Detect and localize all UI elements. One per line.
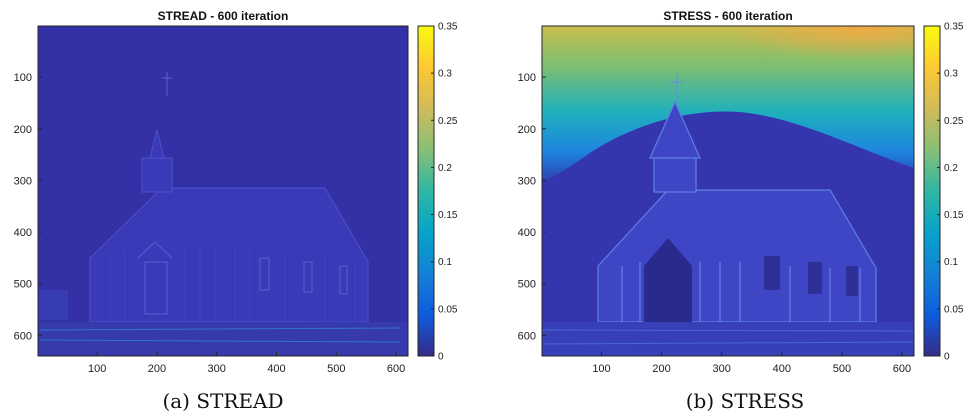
panel-b-axes-frame <box>541 25 915 357</box>
y-tick-label: 300 <box>14 175 32 187</box>
y-tick-label: 100 <box>518 72 536 84</box>
x-tick-label: 200 <box>652 363 670 375</box>
y-tick-label: 200 <box>14 124 32 136</box>
colorbar-tick-label: 0.3 <box>944 69 958 80</box>
y-tick-label: 400 <box>14 227 32 239</box>
x-tick-label: 300 <box>713 363 731 375</box>
colorbar-tick-label: 0 <box>944 352 950 363</box>
x-tick-label: 600 <box>387 363 405 375</box>
colorbar-tick-label: 0.2 <box>944 163 958 174</box>
colorbar-tick-label: 0 <box>438 352 444 363</box>
colorbar-tick-label: 0.15 <box>438 210 458 221</box>
panel-b-x-ticks: 100 200 300 400 500 600 <box>592 352 911 375</box>
x-tick-label: 400 <box>773 363 791 375</box>
panel-b-y-ticks: 100 200 300 400 500 600 <box>518 72 546 342</box>
panel-a-colorbar-ticks: 0 0.05 0.1 0.15 0.2 0.25 0.3 0.35 <box>431 22 458 363</box>
panel-a-caption: (a) STREAD <box>162 389 283 413</box>
panel-a-x-ticks: 100 200 300 400 500 600 <box>88 352 405 375</box>
y-tick-label: 500 <box>518 279 536 291</box>
panel-b: STRESS - 600 iteration <box>518 9 964 413</box>
panel-b-colorbar: 0 0.05 0.1 0.15 0.2 0.25 0.3 0.35 <box>923 22 964 363</box>
x-tick-label: 500 <box>327 363 345 375</box>
panel-b-title: STRESS - 600 iteration <box>663 9 792 23</box>
colorbar-tick-label: 0.1 <box>944 257 958 268</box>
colorbar-tick-label: 0.1 <box>438 257 452 268</box>
colorbar-tick-label: 0.25 <box>944 116 964 127</box>
colorbar-tick-label: 0.05 <box>438 304 458 315</box>
x-tick-label: 500 <box>833 363 851 375</box>
panel-a: STREAD - 600 iteration <box>14 9 458 413</box>
y-tick-label: 500 <box>14 279 32 291</box>
colorbar-tick-label: 0.35 <box>438 22 458 33</box>
x-tick-label: 100 <box>88 363 106 375</box>
y-tick-label: 200 <box>518 124 536 136</box>
panel-a-y-ticks: 100 200 300 400 500 600 <box>14 72 42 342</box>
panel-a-colorbar: 0 0.05 0.1 0.15 0.2 0.25 0.3 0.35 <box>417 22 458 363</box>
panel-a-title: STREAD - 600 iteration <box>158 9 289 23</box>
colorbar-tick-label: 0.25 <box>438 116 458 127</box>
x-tick-label: 600 <box>893 363 911 375</box>
y-tick-label: 400 <box>518 227 536 239</box>
colorbar-tick-label: 0.3 <box>438 69 452 80</box>
colorbar-tick-label: 0.05 <box>944 304 964 315</box>
panel-b-colorbar-ticks: 0 0.05 0.1 0.15 0.2 0.25 0.3 0.35 <box>937 22 964 363</box>
panel-b-caption: (b) STRESS <box>686 389 805 413</box>
panel-a-heatmap-image <box>38 26 408 356</box>
y-tick-label: 600 <box>14 330 32 342</box>
colorbar-tick-label: 0.15 <box>944 210 964 221</box>
y-tick-label: 600 <box>518 330 536 342</box>
y-tick-label: 100 <box>14 72 32 84</box>
x-tick-label: 100 <box>592 363 610 375</box>
x-tick-label: 400 <box>267 363 285 375</box>
colorbar-tick-label: 0.35 <box>944 22 964 33</box>
x-tick-label: 200 <box>148 363 166 375</box>
colorbar-tick-label: 0.2 <box>438 163 452 174</box>
panel-b-heatmap-image <box>542 26 914 356</box>
y-tick-label: 300 <box>518 175 536 187</box>
panel-a-axes-frame <box>37 25 409 357</box>
x-tick-label: 300 <box>208 363 226 375</box>
